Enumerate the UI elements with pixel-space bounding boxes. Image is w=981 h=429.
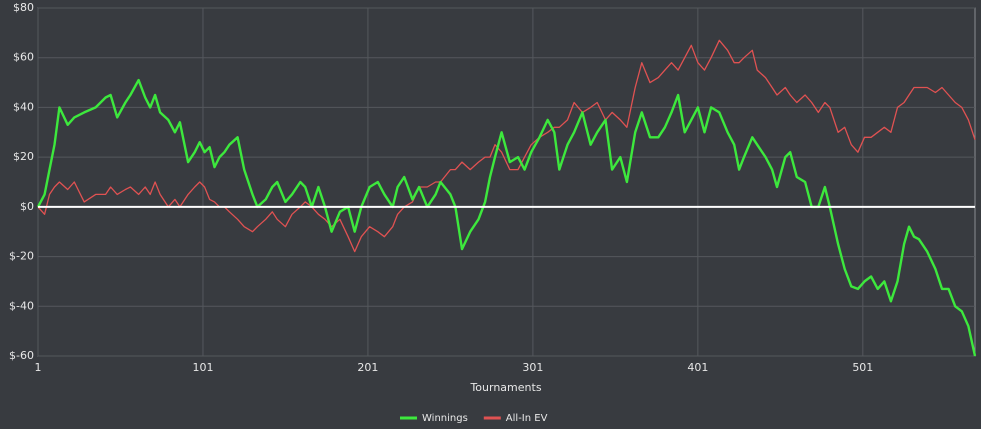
y-tick-label: $-20 xyxy=(9,250,34,263)
y-tick-label: $20 xyxy=(13,150,34,163)
legend-label: All-In EV xyxy=(506,413,548,424)
y-tick-label: $40 xyxy=(13,100,34,113)
y-tick-label: $-60 xyxy=(9,349,34,362)
x-tick-label: 501 xyxy=(852,361,873,374)
x-tick-label: 101 xyxy=(192,361,213,374)
series-line xyxy=(36,78,977,357)
series-line xyxy=(37,39,976,253)
y-tick-label: $0 xyxy=(20,200,34,213)
legend-label: Winnings xyxy=(422,413,468,424)
x-tick-label: 201 xyxy=(357,361,378,374)
x-tick-label: 1 xyxy=(35,361,42,374)
x-axis-title: Tournaments xyxy=(469,381,541,394)
y-tick-label: $60 xyxy=(13,51,34,64)
x-tick-label: 401 xyxy=(687,361,708,374)
y-tick-label: $80 xyxy=(13,1,34,14)
x-tick-label: 301 xyxy=(522,361,543,374)
y-tick-label: $-40 xyxy=(9,299,34,312)
